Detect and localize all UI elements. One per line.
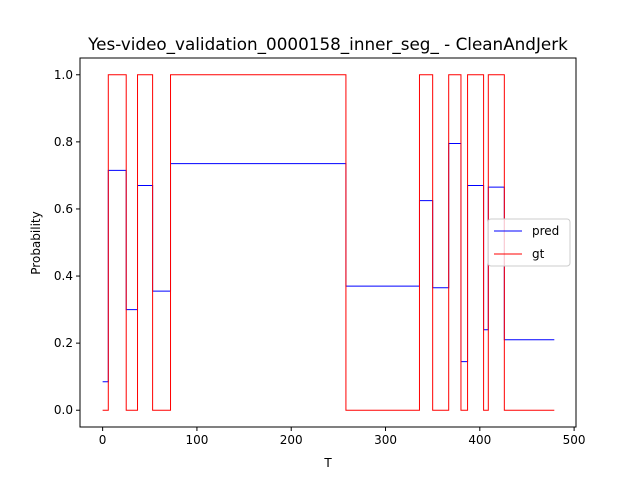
x-tick-label: 0 xyxy=(99,433,107,447)
plot-frame xyxy=(79,57,577,428)
y-tick-label: 1.0 xyxy=(54,68,73,82)
y-tick-label: 0.8 xyxy=(54,135,73,149)
y-tick-label: 0.0 xyxy=(54,403,73,417)
y-tick-label: 0.6 xyxy=(54,202,73,216)
x-axis: 0 100 200 300 400 500 xyxy=(99,427,586,447)
x-tick-label: 300 xyxy=(374,433,397,447)
y-tick-label: 0.4 xyxy=(54,269,73,283)
series-line-gt xyxy=(102,74,555,411)
legend-label-pred: pred xyxy=(532,224,559,238)
legend: pred gt xyxy=(487,218,571,267)
series-layer xyxy=(102,74,555,411)
y-tick-label: 0.2 xyxy=(54,336,73,350)
x-tick-label: 200 xyxy=(280,433,303,447)
legend-label-gt: gt xyxy=(532,247,545,261)
series-line-pred xyxy=(102,143,555,383)
x-axis-label: T xyxy=(323,456,332,470)
x-tick-label: 400 xyxy=(468,433,491,447)
y-axis-label: Probability xyxy=(29,211,43,274)
chart-title: Yes-video_validation_0000158_inner_seg_ … xyxy=(87,34,568,55)
x-tick-label: 100 xyxy=(185,433,208,447)
y-axis: 0.0 0.2 0.4 0.6 0.8 1.0 xyxy=(54,68,80,417)
x-tick-label: 500 xyxy=(563,433,586,447)
